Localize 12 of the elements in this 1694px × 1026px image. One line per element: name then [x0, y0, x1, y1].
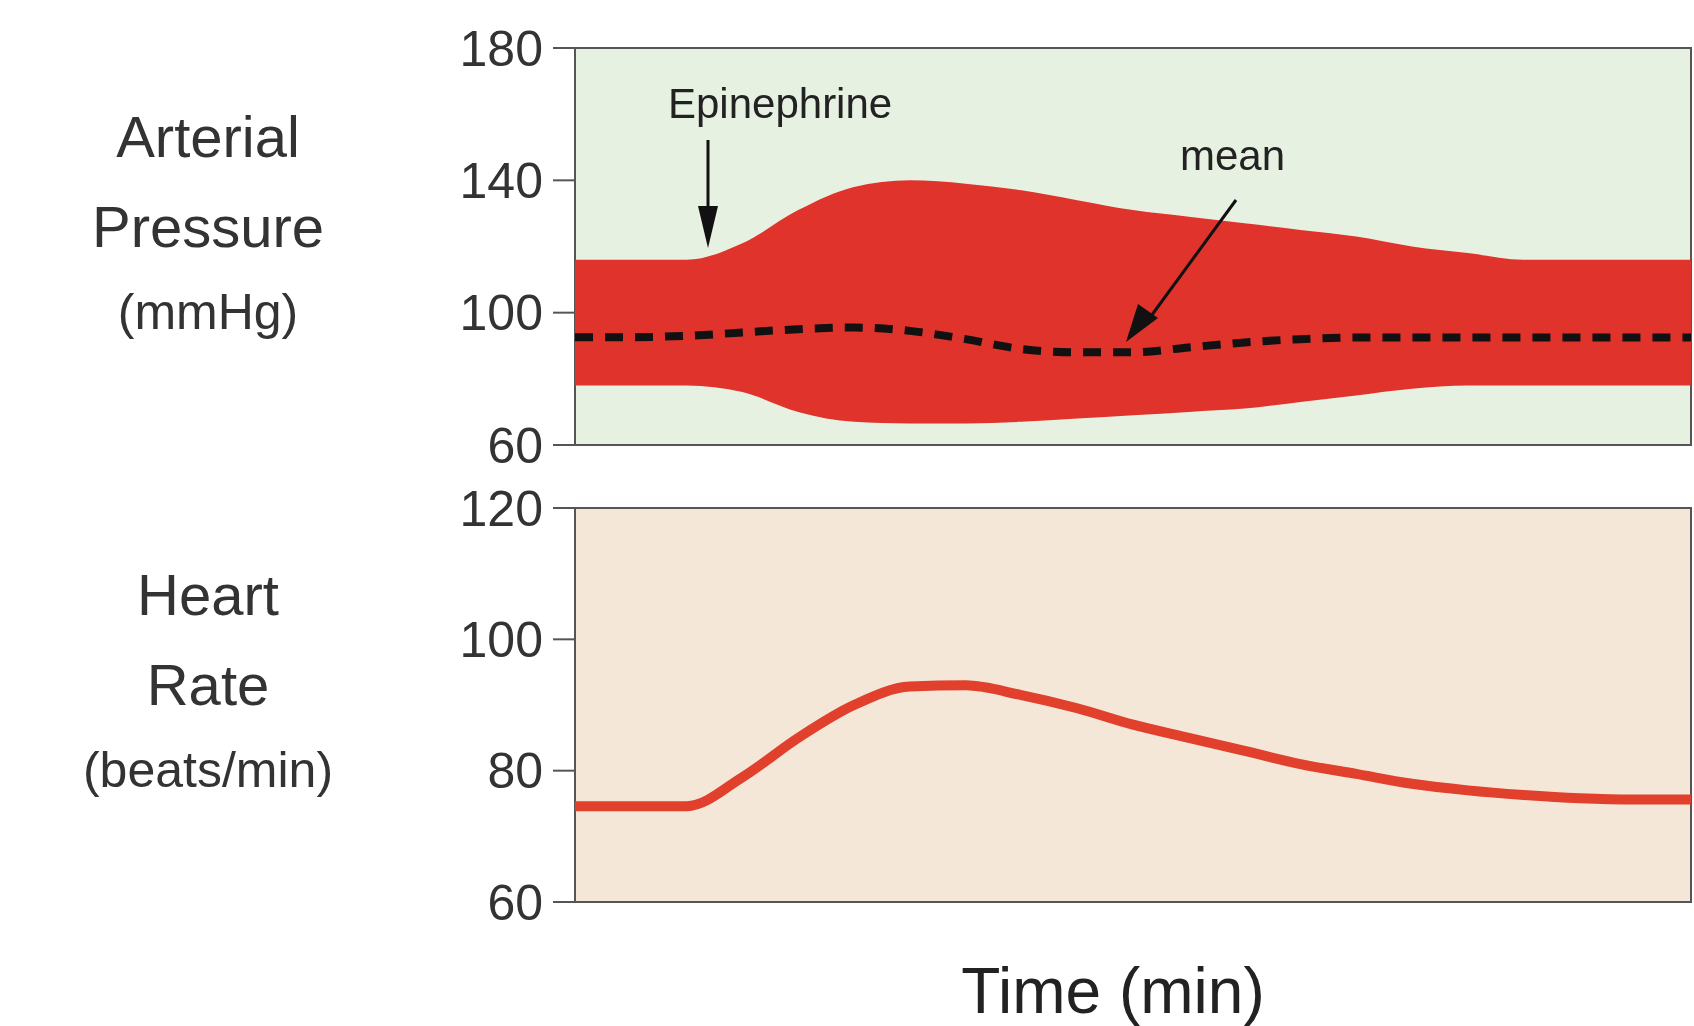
y-tick-label: 80	[487, 743, 543, 800]
y-tick-label: 140	[459, 152, 543, 209]
y-axis-title: Arterial Pressure (mmHg)	[91, 103, 325, 340]
y-axis-title: Heart Rate (beats/min)	[82, 562, 334, 798]
y-tick-label: 180	[459, 20, 543, 77]
y-tick-label: 120	[459, 480, 543, 537]
y-tick-label: 100	[459, 285, 543, 342]
annotation: Epinephrine	[668, 80, 893, 127]
y-tick-label: 60	[487, 874, 543, 931]
y-tick-label: 100	[459, 611, 543, 668]
annotation: mean	[1180, 132, 1286, 179]
y-tick-label: 60	[487, 417, 543, 474]
